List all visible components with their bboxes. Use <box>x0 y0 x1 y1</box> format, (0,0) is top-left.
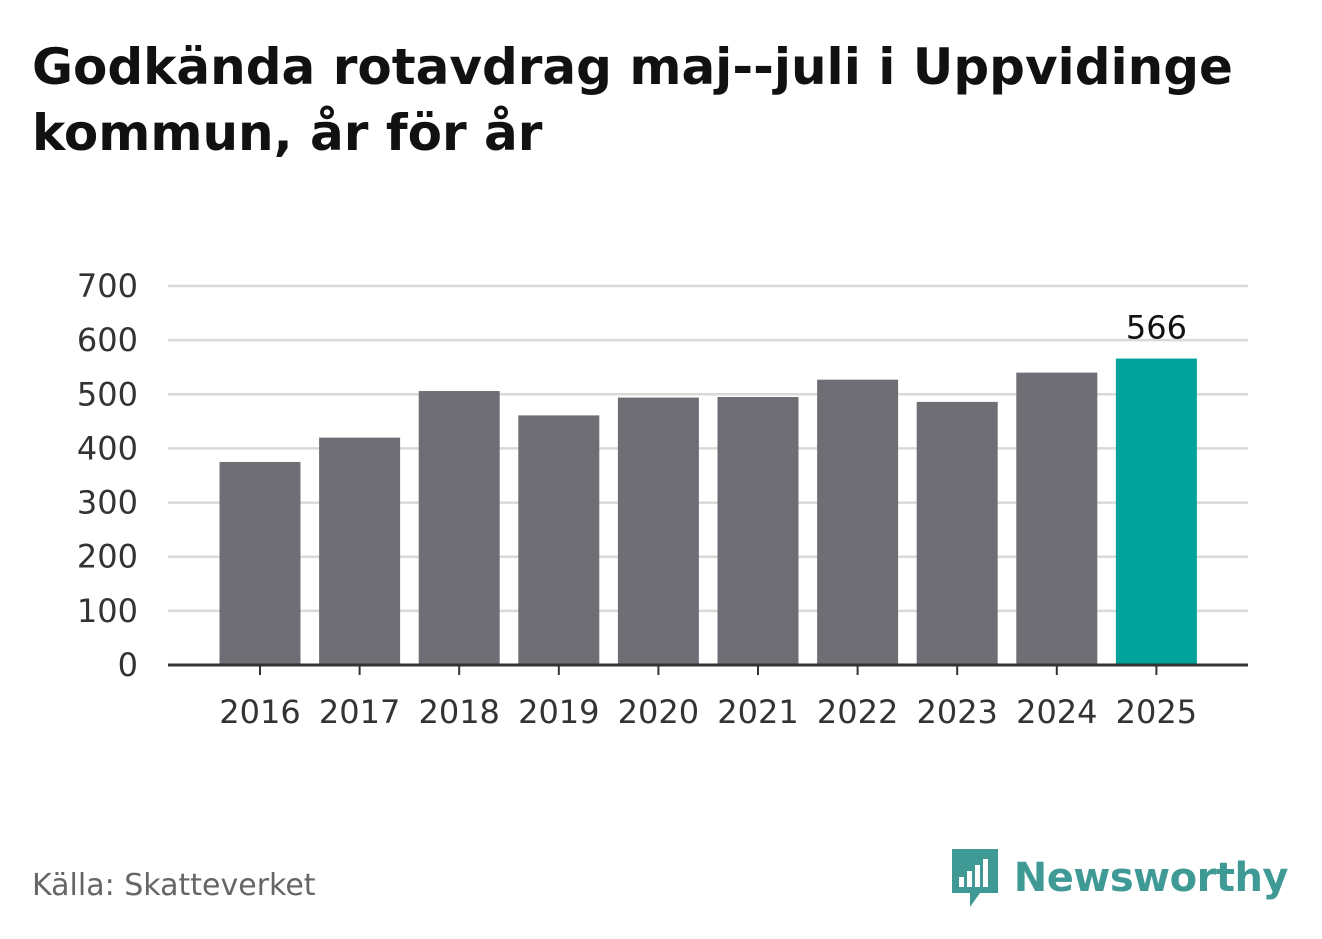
x-tick-label-2019: 2019 <box>518 693 599 731</box>
x-tick-label-2023: 2023 <box>916 693 997 731</box>
bar-2016 <box>219 461 301 665</box>
bar-2023 <box>916 401 998 665</box>
y-tick-label-400: 400 <box>77 429 138 467</box>
x-tick-label-2017: 2017 <box>319 693 400 731</box>
brand-logo: Newsworthy <box>950 846 1289 910</box>
y-tick-label-0: 0 <box>118 646 138 684</box>
brand-name: Newsworthy <box>1013 855 1289 901</box>
bar-2020 <box>617 397 699 665</box>
y-tick-label-500: 500 <box>77 375 138 413</box>
y-tick-label-300: 300 <box>77 484 138 522</box>
newsworthy-icon <box>951 849 998 907</box>
data-label-2025: 566 <box>1126 309 1187 347</box>
bar-2024 <box>1016 372 1098 665</box>
y-tick-label-700: 700 <box>77 267 138 305</box>
x-tick-label-2022: 2022 <box>817 693 898 731</box>
y-tick-label-200: 200 <box>77 538 138 576</box>
bar-2019 <box>518 415 600 665</box>
chart-title: Godkända rotavdrag maj--juli i Uppviding… <box>32 38 1233 162</box>
x-tick-label-2016: 2016 <box>219 693 300 731</box>
bar-2018 <box>418 391 500 665</box>
x-tick-label-2024: 2024 <box>1016 693 1097 731</box>
axes: 0 100 200 300 400 500 600 700 2016 2017 2018 2019 20… <box>77 267 1248 731</box>
x-tick-label-2021: 2021 <box>717 693 798 731</box>
bar-2021 <box>717 396 799 665</box>
bar-2022 <box>817 379 899 665</box>
source-note: Källa: Skatteverket <box>32 868 316 903</box>
bar-2017 <box>319 437 401 665</box>
x-tick-label-2020: 2020 <box>618 693 699 731</box>
data-labels: 566 <box>1126 309 1187 347</box>
y-tick-label-600: 600 <box>77 321 138 359</box>
x-tick-label-2018: 2018 <box>418 693 499 731</box>
y-tick-label-100: 100 <box>77 592 138 630</box>
bar-2025 <box>1115 358 1197 665</box>
x-tick-label-2025: 2025 <box>1116 693 1197 731</box>
bars <box>219 358 1197 665</box>
